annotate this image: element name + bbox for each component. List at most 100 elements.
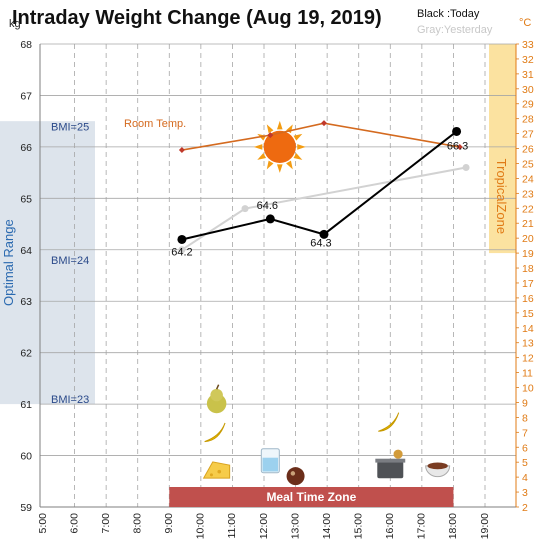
room-temp-point bbox=[456, 144, 463, 151]
chocolate-ball bbox=[286, 467, 305, 486]
room-temp-point bbox=[267, 132, 274, 139]
chocolate-highlight bbox=[290, 471, 296, 476]
y-right-tick-label: 19 bbox=[522, 248, 534, 260]
chocolate-icon bbox=[286, 467, 305, 486]
y-right-tick-label: 18 bbox=[522, 263, 534, 275]
room-temp-point bbox=[320, 120, 327, 127]
y-right-tick-label: 25 bbox=[522, 158, 534, 170]
y-right-tick-label: 15 bbox=[522, 308, 534, 320]
axes: 6867666564636261605933323130292827262524… bbox=[20, 39, 534, 539]
y-right-tick-label: 20 bbox=[522, 233, 534, 245]
pot-spoon bbox=[393, 449, 403, 459]
yesterday-point bbox=[241, 205, 249, 213]
x-tick-label: 16:00 bbox=[384, 513, 396, 539]
sun-ray bbox=[293, 153, 303, 160]
sun-ray bbox=[253, 144, 263, 150]
x-tick-label: 14:00 bbox=[321, 513, 333, 539]
legend-yesterday: Gray:Yesterday bbox=[417, 24, 493, 36]
pear-stem bbox=[215, 384, 220, 390]
x-tick-label: 5:00 bbox=[37, 513, 49, 534]
optimal-range-band bbox=[0, 121, 95, 405]
today-point bbox=[319, 229, 329, 239]
water-glass-icon bbox=[260, 448, 280, 474]
y-right-tick-label: 7 bbox=[522, 427, 528, 439]
cheese-wedge bbox=[202, 461, 231, 479]
sun-ray bbox=[297, 144, 306, 150]
y-right-tick-label: 9 bbox=[522, 397, 528, 409]
y-right-tick-label: 27 bbox=[522, 129, 534, 141]
soup-bowl-icon bbox=[425, 462, 451, 478]
sun-disc bbox=[263, 130, 296, 164]
y-left-tick-label: 62 bbox=[20, 348, 32, 360]
today-point bbox=[452, 126, 462, 136]
background-bands bbox=[0, 44, 516, 405]
cheese-hole bbox=[209, 473, 213, 477]
glass-water bbox=[262, 457, 279, 472]
data-series: Room Temp. 64.2 64.6 64.3 66.3 bbox=[124, 118, 470, 258]
left-axis-unit: kg bbox=[9, 18, 21, 30]
y-right-tick-label: 22 bbox=[522, 203, 534, 215]
x-tick-label: 11:00 bbox=[226, 513, 238, 539]
y-right-tick-label: 23 bbox=[522, 188, 534, 200]
bmi-label: BMI=25 bbox=[51, 121, 89, 133]
today-data-label: 64.6 bbox=[257, 200, 278, 212]
room-temp-line bbox=[181, 122, 460, 151]
y-right-tick-label: 2 bbox=[522, 502, 528, 514]
y-right-tick-label: 16 bbox=[522, 293, 534, 305]
sun-ray bbox=[266, 124, 274, 134]
y-left-tick-label: 64 bbox=[20, 245, 32, 257]
y-right-tick-label: 21 bbox=[522, 218, 534, 230]
y-left-tick-label: 59 bbox=[20, 502, 32, 514]
today-point bbox=[265, 214, 275, 224]
y-right-tick-label: 32 bbox=[522, 54, 534, 66]
y-right-tick-label: 29 bbox=[522, 99, 534, 111]
y-right-tick-label: 24 bbox=[522, 173, 534, 185]
bmi-label: BMI=24 bbox=[51, 255, 89, 267]
today-data-label: 64.2 bbox=[171, 246, 192, 258]
meal-time-zone-label: Meal Time Zone bbox=[266, 490, 356, 504]
y-right-tick-label: 5 bbox=[522, 457, 528, 469]
sun-icon bbox=[253, 120, 306, 173]
pear-icon bbox=[206, 384, 227, 414]
banana-shape bbox=[204, 422, 226, 443]
x-tick-label: 10:00 bbox=[195, 513, 207, 539]
legend-today: Black :Today bbox=[417, 8, 480, 20]
y-left-tick-label: 65 bbox=[20, 193, 32, 205]
y-right-tick-label: 4 bbox=[522, 472, 528, 484]
y-right-tick-label: 17 bbox=[522, 278, 534, 290]
y-right-tick-label: 11 bbox=[522, 368, 533, 380]
y-right-tick-label: 26 bbox=[522, 144, 534, 156]
pot-rim bbox=[375, 458, 406, 463]
bowl-soup bbox=[427, 462, 448, 470]
x-tick-label: 19:00 bbox=[479, 513, 491, 539]
sun-ray bbox=[266, 160, 274, 170]
y-right-tick-label: 12 bbox=[522, 353, 534, 365]
y-right-tick-label: 33 bbox=[522, 39, 534, 51]
band-labels: BMI=25 BMI=24 BMI=23 Optimal Range TropicalZ… bbox=[1, 121, 509, 507]
yesterday-point bbox=[178, 246, 186, 254]
sun-ray bbox=[276, 164, 283, 173]
y-right-tick-label: 10 bbox=[522, 383, 534, 395]
yesterday-point bbox=[462, 163, 470, 171]
y-right-tick-label: 28 bbox=[522, 114, 534, 126]
cheese-hole bbox=[217, 469, 222, 474]
sun-ray bbox=[286, 160, 293, 170]
y-right-tick-label: 30 bbox=[522, 84, 534, 96]
y-left-tick-label: 67 bbox=[20, 90, 32, 102]
y-right-tick-label: 6 bbox=[522, 442, 528, 454]
today-line bbox=[181, 130, 458, 241]
right-axis-unit: °C bbox=[519, 17, 531, 29]
grid-lines bbox=[40, 43, 516, 508]
x-tick-label: 18:00 bbox=[447, 513, 459, 539]
x-tick-label: 8:00 bbox=[131, 513, 143, 534]
bmi-label: BMI=23 bbox=[51, 394, 89, 406]
x-tick-label: 7:00 bbox=[100, 513, 112, 534]
y-left-tick-label: 68 bbox=[20, 39, 32, 51]
cooking-pot-icon bbox=[375, 449, 406, 479]
sun-ray bbox=[276, 120, 283, 130]
tropical-zone-band bbox=[489, 44, 516, 254]
room-temp-point bbox=[178, 147, 185, 154]
room-temp-label: Room Temp. bbox=[124, 118, 186, 130]
food-icons bbox=[202, 120, 451, 486]
